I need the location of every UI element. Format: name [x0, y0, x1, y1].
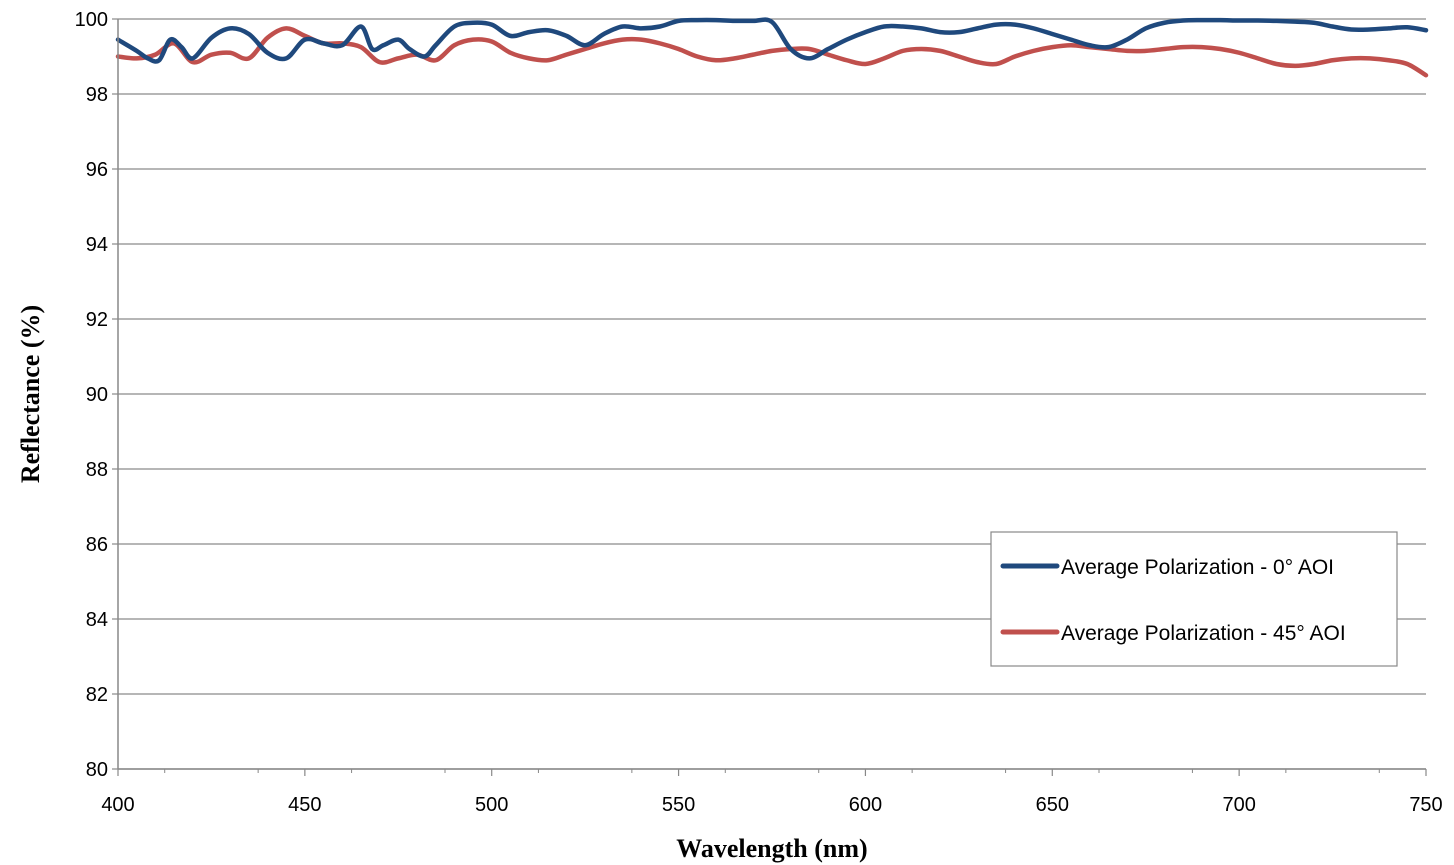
x-tick-label-5: 650: [1036, 794, 1069, 816]
y-tick-label-1: 82: [86, 684, 108, 706]
gridlines: [118, 18, 1426, 770]
legend-box: [990, 531, 1398, 667]
y-tick-label-8: 96: [86, 159, 108, 181]
x-tick-label-2: 500: [475, 794, 508, 816]
legend-label-0: Average Polarization - 0° AOI: [1061, 556, 1334, 579]
y-tick-label-3: 86: [86, 534, 108, 556]
series-line-1: [115, 26, 1429, 78]
y-tick-label-9: 98: [86, 84, 108, 106]
x-tick-label-7: 750: [1409, 794, 1442, 816]
y-tick-labels: 80 82 84 86 88 90 92 94 96 98 100: [75, 9, 108, 781]
legend: Average Polarization - 0° AOI Average Po…: [990, 531, 1398, 667]
legend-label-1: Average Polarization - 45° AOI: [1061, 622, 1346, 645]
x-tick-label-6: 700: [1222, 794, 1255, 816]
y-tick-label-5: 90: [86, 384, 108, 406]
x-tick-label-1: 450: [288, 794, 321, 816]
x-tick-label-4: 600: [849, 794, 882, 816]
series-lines: [115, 17, 1429, 78]
y-tick-label-10: 100: [75, 9, 108, 31]
y-tick-label-7: 94: [86, 234, 108, 256]
x-axis-title: Wavelength (nm): [676, 834, 867, 863]
axes: [112, 18, 1427, 776]
y-tick-label-4: 88: [86, 459, 108, 481]
y-tick-label-0: 80: [86, 759, 108, 781]
y-tick-label-6: 92: [86, 309, 108, 331]
x-tick-labels: 400 450 500 550 600 650 700 750: [101, 794, 1442, 816]
y-tick-label-2: 84: [86, 609, 108, 631]
y-axis-title: Reflectance (%): [16, 305, 45, 483]
series-line-0: [115, 17, 1429, 64]
x-tick-label-0: 400: [101, 794, 134, 816]
x-tick-label-3: 550: [662, 794, 695, 816]
